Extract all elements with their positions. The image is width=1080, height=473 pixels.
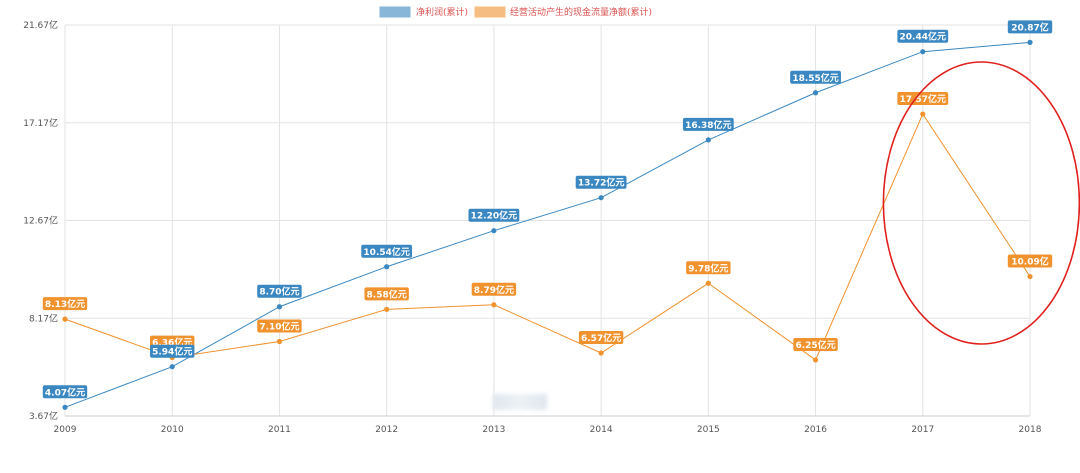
data-label: 16.38亿元 — [685, 119, 731, 131]
data-label: 8.58亿元 — [367, 288, 407, 300]
x-tick-label: 2013 — [482, 425, 505, 435]
data-point — [276, 304, 283, 310]
data-label-bg — [897, 92, 949, 106]
data-point — [1027, 273, 1033, 280]
data-point — [384, 306, 390, 312]
data-label-bg — [42, 385, 88, 399]
data-label: 8.13亿元 — [45, 298, 85, 310]
y-tick-label: 12.67亿 — [23, 215, 58, 227]
data-label: 18.55亿元 — [792, 72, 838, 84]
data-label: 10.54亿元 — [363, 246, 409, 258]
data-label: 20.87亿 — [1011, 21, 1048, 33]
data-label-bg — [682, 117, 734, 131]
x-tick-label: 2011 — [268, 425, 291, 435]
data-point — [384, 264, 390, 270]
y-tick-label: 3.67亿 — [29, 410, 58, 422]
data-point — [812, 90, 819, 96]
data-label-bg — [578, 331, 624, 345]
data-label-bg — [793, 337, 838, 351]
data-label: 8.79亿元 — [474, 284, 514, 296]
data-point — [920, 111, 926, 117]
data-point — [62, 404, 68, 410]
data-label-bg — [897, 29, 949, 43]
data-label-bg — [1007, 20, 1053, 34]
x-tick-label: 2014 — [590, 425, 613, 435]
legend-swatch — [474, 6, 506, 18]
series-layer — [62, 39, 1033, 410]
data-label-bg — [257, 284, 302, 298]
data-point — [169, 364, 175, 370]
data-label-bg — [471, 282, 517, 296]
data-label: 8.70亿元 — [259, 286, 299, 298]
x-tick-label: 2016 — [804, 425, 827, 435]
data-label: 13.72亿元 — [578, 177, 624, 189]
y-tick-label: 21.67亿 — [23, 19, 58, 31]
data-label-bg — [150, 344, 195, 358]
data-point — [1027, 39, 1033, 45]
data-label-bg — [790, 70, 841, 84]
data-label: 10.09亿 — [1011, 256, 1048, 268]
data-label-bg — [1007, 254, 1053, 268]
data-label-bg — [42, 297, 88, 311]
y-tick-label: 17.17亿 — [23, 117, 58, 129]
data-point — [276, 338, 283, 345]
data-point — [598, 350, 604, 356]
data-point — [491, 228, 497, 234]
series-line — [64, 113, 1031, 361]
annotation-layer — [882, 61, 1080, 345]
data-label-bg — [468, 208, 520, 222]
series-line — [64, 41, 1031, 408]
data-point — [812, 357, 819, 363]
blurred-watermark — [493, 394, 547, 410]
data-label-bg — [686, 261, 731, 275]
y-tick-label: 8.17亿 — [29, 312, 58, 324]
data-label: 6.25亿元 — [795, 339, 835, 351]
legend-label: 经营活动产生的现金流量净额(累计) — [510, 6, 652, 18]
data-point — [491, 302, 497, 308]
data-label: 7.10亿元 — [259, 320, 299, 332]
highlight-ellipse — [882, 61, 1080, 345]
data-label: 4.07亿元 — [45, 386, 85, 398]
data-label-bg — [361, 244, 413, 258]
x-tick-label: 2012 — [375, 425, 398, 435]
legend-label: 净利润(累计) — [416, 6, 468, 18]
data-point — [705, 280, 711, 286]
data-label-bg — [257, 319, 302, 333]
data-label: 17.57亿元 — [900, 93, 946, 105]
data-label: 20.44亿元 — [900, 31, 946, 43]
x-tick-label: 2010 — [161, 425, 184, 435]
x-tick-label: 2015 — [697, 425, 720, 435]
legend-swatch — [379, 6, 411, 18]
data-label: 5.94亿元 — [152, 346, 192, 358]
x-tick-label: 2009 — [54, 425, 77, 435]
data-label-bg — [575, 175, 627, 189]
data-point — [920, 49, 926, 55]
data-label-bg — [364, 287, 409, 301]
axes: 3.67亿 8.17亿 12.67亿 17.17亿 21.67亿 2009 2010 2011… — [23, 19, 1041, 435]
x-tick-label: 2018 — [1019, 425, 1042, 435]
x-tick-label: 2017 — [911, 425, 934, 435]
data-point — [705, 137, 711, 143]
data-point — [598, 195, 604, 201]
legend: 净利润(累计) 经营活动产生的现金流量净额(累计) — [379, 6, 652, 18]
data-label: 9.78亿元 — [688, 262, 728, 274]
data-label: 6.57亿元 — [581, 332, 621, 344]
data-label: 12.20亿元 — [471, 210, 517, 222]
grid — [64, 24, 1031, 417]
data-point — [62, 316, 68, 322]
